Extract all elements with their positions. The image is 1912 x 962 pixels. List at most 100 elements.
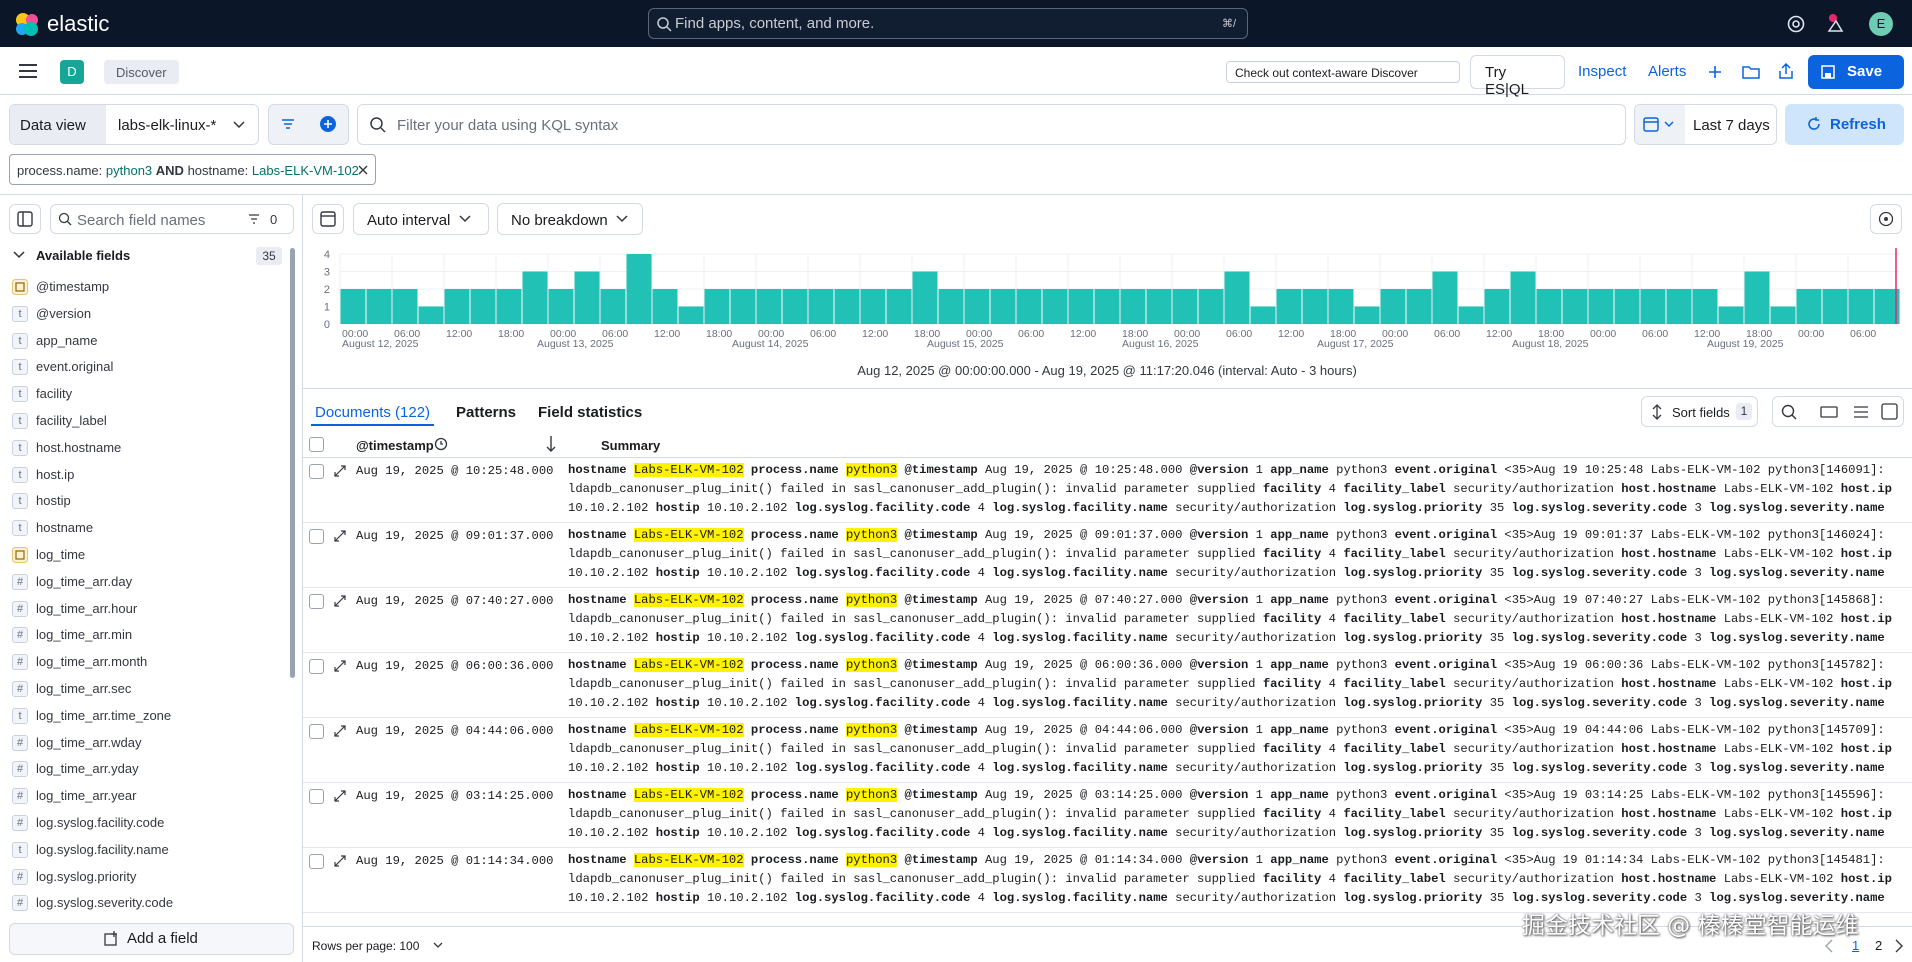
context-aware-badge[interactable]: Check out context-aware Discover [1226,61,1460,83]
field-name[interactable]: log_time_arr.hour [36,600,138,616]
expand-row[interactable] [334,790,346,802]
chart-toggle[interactable] [312,204,344,234]
field-name[interactable]: log.syslog.priority [36,868,137,884]
field-name[interactable]: log.syslog.severity.code [36,895,174,911]
summary-value: 4 [977,566,985,581]
field-name[interactable]: log.syslog.facility.name [36,841,169,857]
field-name[interactable]: log.syslog.facility.code [36,815,165,830]
field-search[interactable] [50,204,294,234]
summary-key: log.syslog.severity.name [1709,566,1885,581]
field-name[interactable]: event.original [36,359,114,375]
expand-row[interactable] [334,595,346,607]
inspect-link[interactable]: Inspect [1578,63,1627,80]
menu-button[interactable] [18,63,38,79]
field-name[interactable]: @version [36,305,92,321]
column-header[interactable]: Summary [601,438,661,453]
expand-row[interactable] [334,530,346,542]
field-name[interactable]: log_time [36,547,86,562]
field-name[interactable]: log_time_arr.yday [36,761,139,777]
expand-glyph [334,725,346,737]
row-checkbox[interactable] [309,594,324,609]
brand[interactable]: elastic [47,11,110,36]
field-name[interactable]: log_time_arr.day [36,573,133,589]
help-icon[interactable] [1786,14,1806,34]
chevron [433,942,443,948]
field-name[interactable]: facility_label [36,413,107,428]
field-name[interactable]: log_time_arr.time_zone [36,707,172,723]
summary-value: 3 [1694,696,1702,711]
breakdown-select[interactable]: No breakdown [497,203,643,235]
field-filter-icon[interactable] [248,213,260,225]
field-name[interactable]: host.ip [36,466,75,482]
refresh-button[interactable] [1785,104,1904,145]
breadcrumb[interactable]: Discover [104,60,179,84]
alerts-link[interactable]: Alerts [1648,63,1687,80]
avatar[interactable]: E [1869,12,1893,36]
collapse-icon[interactable] [13,249,25,261]
field-type-icon: # [12,681,28,697]
tab[interactable]: Documents (122) [315,404,431,421]
query-input[interactable] [357,104,1626,145]
expand-row[interactable] [334,660,346,672]
filter-pill[interactable] [9,154,376,185]
column-header[interactable]: @timestamp [356,438,434,453]
toggle-sidebar[interactable] [9,204,41,234]
field-name[interactable]: @timestamp [36,279,110,294]
summary-key: facility_label [1343,742,1446,757]
sort-desc-icon[interactable] [545,435,557,453]
summary-key: host.hostname [1621,482,1717,497]
add-filter-icon[interactable] [319,115,337,133]
try-esql-button[interactable]: Try ES|QL [1470,55,1565,98]
global-search[interactable] [648,8,1248,39]
field-name[interactable]: log_time_arr.year [36,788,137,804]
new-button[interactable] [1707,64,1723,80]
news-icon[interactable] [1824,12,1846,34]
expand-glyph [334,530,346,542]
select-all-checkbox[interactable] [309,437,324,452]
save-button[interactable]: Save [1808,55,1904,89]
field-name[interactable]: log_time_arr.min [36,627,133,643]
summary-key: log.syslog.priority [1343,631,1483,646]
remove-filter[interactable] [357,164,369,176]
summary-value: python3 [1336,593,1388,607]
date-range[interactable]: Last 7 days [1693,117,1770,134]
data-view-name[interactable]: labs-elk-linux-* [118,117,217,134]
expand-row[interactable] [334,855,346,867]
row-checkbox[interactable] [309,659,324,674]
field-name[interactable]: log_time_arr.month [36,654,148,670]
prev-page[interactable] [1824,939,1834,953]
page-link[interactable]: 1 [1852,938,1860,953]
summary-key: log.syslog.facility.code [794,696,971,711]
field-name[interactable]: facility [36,386,73,402]
rows-per-page[interactable]: Rows per page: 100 [312,939,420,953]
expand-row[interactable] [334,725,346,737]
share-button[interactable] [1778,62,1794,80]
page-link[interactable]: 2 [1875,938,1883,953]
field-name[interactable]: app_name [36,332,98,348]
row-checkbox[interactable] [309,724,324,739]
open-button[interactable] [1742,64,1760,80]
next-page[interactable] [1894,939,1904,953]
field-name[interactable]: log_time_arr.wday [36,734,142,750]
field-name[interactable]: hostip [36,493,71,509]
bar [1354,306,1380,324]
field-name[interactable]: hostname [36,520,94,536]
row-checkbox[interactable] [309,789,324,804]
summary-key: log.syslog.facility.code [794,761,971,776]
row-checkbox[interactable] [309,854,324,869]
add-field-button[interactable] [9,923,294,955]
expand-row[interactable] [334,465,346,477]
tab[interactable]: Field statistics [538,404,643,421]
filter-icon[interactable] [281,117,295,131]
grid-toolbar-icons[interactable] [1779,403,1899,421]
summary-key: process.name [750,723,839,737]
summary-key: @version [1189,788,1249,802]
field-name[interactable]: host.hostname [36,439,122,455]
summary-key: process.name [750,463,839,477]
tab[interactable]: Patterns [456,404,517,421]
row-checkbox[interactable] [309,529,324,544]
field-name[interactable]: log_time_arr.sec [36,681,132,696]
row-checkbox[interactable] [309,464,324,479]
summary-value: 1 [1255,463,1263,477]
summary-key: app_name [1270,593,1329,607]
